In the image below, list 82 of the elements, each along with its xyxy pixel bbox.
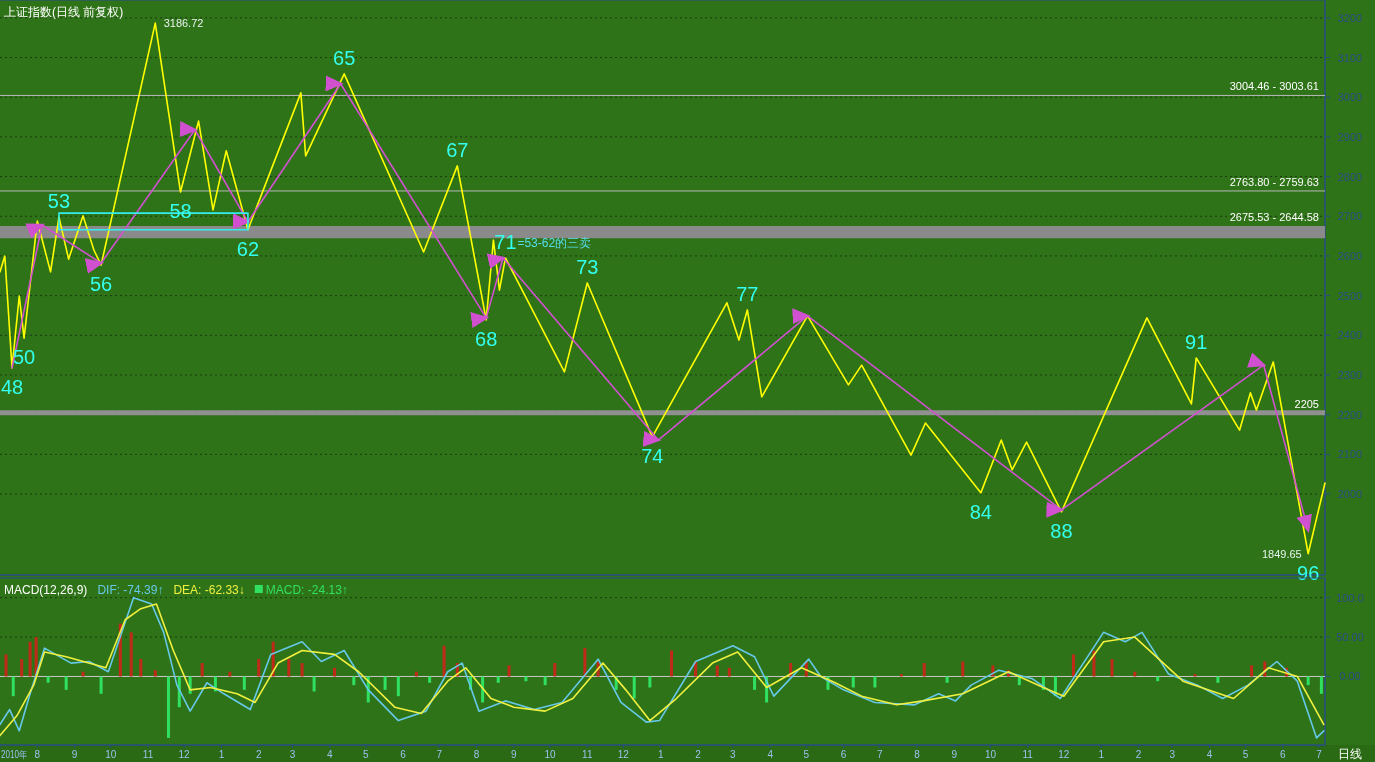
- ref-line-label: 3004.46 - 3003.61: [1229, 80, 1319, 93]
- x-tick-label: 9: [511, 749, 518, 760]
- x-tick-label: 7: [876, 749, 883, 760]
- annotation: 74: [641, 444, 664, 467]
- annotation: 67: [446, 138, 469, 161]
- x-tick-label: 12: [178, 749, 191, 760]
- annotation: 68: [475, 327, 498, 350]
- x-tick-label: 2: [255, 749, 262, 760]
- x-tick-label: 1: [657, 749, 664, 760]
- y-tick-label: 2400: [1337, 329, 1363, 342]
- band-label: 2675.53 - 2644.58: [1229, 210, 1319, 223]
- annotation: 62: [236, 237, 260, 260]
- ref-line-label: 2763.80 - 2759.63: [1229, 175, 1319, 188]
- x-tick-label: 10: [984, 749, 997, 760]
- x-tick-label: 6: [1280, 749, 1287, 760]
- x-tick-label: 7: [1316, 749, 1323, 760]
- x-tick-label: 5: [363, 749, 370, 760]
- x-tick-label: 11: [142, 749, 154, 760]
- annotation: =53-62的三卖: [517, 235, 592, 250]
- x-tick-label: 8: [34, 749, 41, 760]
- annotation: 91: [1185, 330, 1208, 353]
- annotation: 53: [47, 190, 71, 213]
- x-tick-label: 6: [840, 749, 847, 760]
- x-tick-label: 4: [326, 749, 333, 760]
- x-tick-label: 8: [473, 749, 480, 760]
- y-tick-label: 3100: [1337, 51, 1363, 64]
- x-tick-label: 11: [1022, 749, 1034, 760]
- annotation: 65: [333, 46, 356, 69]
- x-tick-label: 8: [914, 749, 921, 760]
- x-tick-label: 12: [1058, 749, 1070, 760]
- ref-line-label: 2205: [1294, 397, 1319, 410]
- text: MACD(12,26,9): [4, 583, 88, 597]
- x-tick-label: 2: [1135, 749, 1142, 760]
- x-tick-label: 6: [400, 749, 407, 760]
- x-tick-label: 12: [617, 749, 630, 760]
- x-tick-label: 3: [289, 749, 296, 760]
- x-tick-label: 2010年: [1, 749, 34, 760]
- x-tick-label: 5: [803, 749, 810, 760]
- annotation: 3186.72: [163, 17, 204, 30]
- x-tick-label: 5: [1242, 749, 1249, 760]
- y-tick-label: 2700: [1337, 210, 1363, 223]
- y-tick-label: 2300: [1337, 369, 1363, 381]
- x-tick-label: 4: [1206, 749, 1213, 760]
- x-tick-label: 10: [544, 749, 556, 760]
- x-tick-label: 3: [730, 749, 737, 760]
- y-tick-label: 2800: [1337, 170, 1363, 183]
- annotation: 71: [494, 230, 517, 253]
- y-tick-label: 3000: [1337, 91, 1363, 104]
- series-label: DIF: -74.39↑: [97, 583, 164, 597]
- x-tick-label: 2: [695, 749, 702, 760]
- x-tick-label: 9: [951, 749, 958, 760]
- y-tick-label: 2200: [1337, 408, 1363, 421]
- x-tick-label: 9: [71, 749, 78, 760]
- y-tick-label: 2000: [1337, 488, 1363, 501]
- y-tick-label: 2600: [1337, 249, 1363, 262]
- annotation: 1849.65: [1261, 547, 1302, 560]
- annotation: 50: [12, 346, 36, 369]
- x-tick-label: 7: [436, 749, 443, 760]
- annotation: 96: [1297, 561, 1320, 584]
- y-tick-label: 0.00: [1339, 670, 1361, 683]
- annotation: 77: [736, 282, 759, 305]
- y-tick-label: 3200: [1337, 11, 1363, 24]
- annotation: 73: [576, 255, 599, 278]
- series-label: DEA: -62.33↓: [173, 583, 245, 597]
- text: 上证指数(日线 前复权): [4, 5, 124, 19]
- y-tick-label: 2100: [1337, 448, 1363, 461]
- x-tick-label: 1: [218, 749, 225, 760]
- annotation: 88: [1050, 519, 1073, 542]
- legend-label: MACD: -24.13↑: [265, 583, 348, 597]
- x-tick-label: 11: [582, 749, 593, 760]
- x-tick-label: 4: [767, 749, 774, 760]
- annotation: 48: [0, 375, 24, 398]
- annotation: 84: [969, 500, 992, 523]
- y-tick-label: 2900: [1337, 130, 1363, 143]
- text: 日线: [1338, 747, 1362, 761]
- annotation: 56: [89, 273, 113, 296]
- y-tick-label: 100.0: [1336, 591, 1364, 604]
- y-tick-label: 2500: [1337, 289, 1363, 302]
- y-tick-label: 50.00: [1336, 631, 1364, 644]
- x-tick-label: 10: [105, 749, 117, 760]
- x-tick-label: 1: [1098, 749, 1105, 760]
- x-tick-label: 3: [1169, 749, 1176, 760]
